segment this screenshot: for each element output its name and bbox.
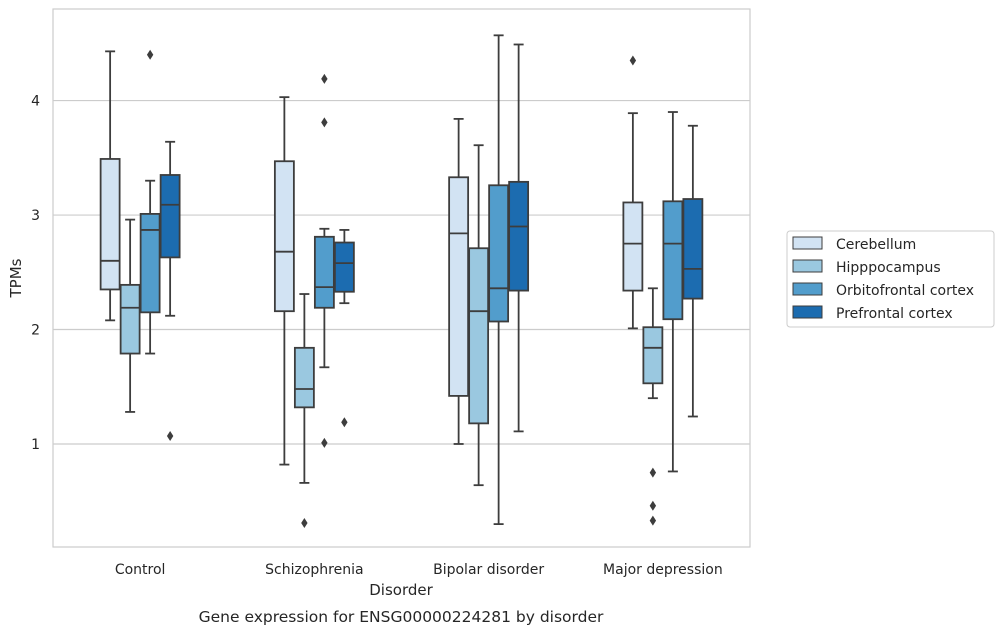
box-iqr bbox=[508, 180, 530, 292]
outlier-point bbox=[649, 515, 657, 526]
box-iqr bbox=[468, 247, 490, 425]
y-axis-label: TPMs bbox=[7, 258, 25, 298]
box bbox=[293, 293, 315, 528]
y-tick-label: 2 bbox=[31, 323, 40, 339]
box bbox=[313, 73, 335, 448]
box-iqr bbox=[662, 200, 684, 321]
legend-label: Orbitofrontal cortex bbox=[836, 283, 974, 299]
outlier-point bbox=[321, 437, 328, 448]
box bbox=[508, 43, 530, 433]
legend-swatch bbox=[792, 236, 823, 250]
outlier-point bbox=[321, 73, 328, 84]
box-iqr bbox=[119, 283, 141, 355]
x-axis-ticks: Control Schizophrenia Bipolar disorder Majo… bbox=[115, 562, 723, 578]
legend-frame bbox=[786, 230, 995, 328]
y-tick-label: 3 bbox=[31, 208, 40, 224]
box-iqr bbox=[159, 174, 181, 259]
box bbox=[468, 144, 490, 487]
box bbox=[488, 34, 510, 526]
box-iqr bbox=[622, 201, 644, 292]
box bbox=[682, 124, 704, 418]
box-iqr bbox=[682, 198, 704, 300]
legend: Cerebellum Hipppocampus Orbitofrontal cort… bbox=[786, 230, 995, 328]
outlier-point bbox=[321, 117, 328, 128]
series-prefrontal-cortex bbox=[159, 43, 704, 441]
box bbox=[642, 287, 664, 526]
box-series bbox=[99, 34, 704, 528]
box-iqr bbox=[293, 346, 315, 409]
box-iqr bbox=[333, 241, 355, 293]
x-tick-label: Major depression bbox=[603, 562, 723, 578]
legend-swatch bbox=[792, 305, 823, 319]
outlier-point bbox=[301, 517, 308, 528]
box-iqr bbox=[488, 184, 510, 323]
box-iqr bbox=[99, 158, 121, 291]
legend-swatch bbox=[792, 282, 823, 296]
y-tick-label: 4 bbox=[31, 94, 40, 110]
series-cerebellum bbox=[99, 50, 644, 466]
x-tick-label: Control bbox=[115, 562, 166, 578]
box bbox=[622, 55, 644, 330]
box-iqr bbox=[448, 176, 470, 397]
box bbox=[139, 49, 161, 355]
box-iqr bbox=[273, 160, 295, 313]
outlier-point bbox=[166, 430, 174, 441]
box bbox=[333, 229, 355, 428]
outlier-point bbox=[649, 500, 657, 511]
box bbox=[159, 140, 181, 441]
y-axis-ticks: 1 2 3 4 bbox=[31, 94, 40, 453]
outlier-point bbox=[341, 417, 348, 428]
series-orbitofrontal-cortex bbox=[139, 34, 684, 526]
chart-caption: Gene expression for ENSG00000224281 by d… bbox=[199, 608, 604, 626]
box-iqr bbox=[139, 212, 161, 314]
box-iqr bbox=[313, 235, 335, 309]
outlier-point bbox=[649, 467, 657, 478]
legend-label: Hipppocampus bbox=[836, 260, 941, 276]
box bbox=[119, 218, 141, 413]
box bbox=[99, 50, 121, 322]
outlier-point bbox=[629, 55, 637, 66]
box-iqr bbox=[642, 326, 664, 385]
legend-label: Prefrontal cortex bbox=[836, 306, 953, 322]
y-tick-label: 1 bbox=[31, 437, 40, 453]
series-hipppocampus bbox=[119, 144, 664, 528]
x-tick-label: Bipolar disorder bbox=[433, 562, 544, 578]
box bbox=[273, 96, 295, 466]
x-tick-label: Schizophrenia bbox=[265, 562, 363, 578]
box bbox=[448, 117, 470, 445]
legend-swatch bbox=[792, 259, 823, 273]
box bbox=[662, 111, 684, 473]
x-axis-label: Disorder bbox=[369, 581, 433, 599]
legend-label: Cerebellum bbox=[836, 237, 916, 253]
outlier-point bbox=[146, 49, 154, 60]
